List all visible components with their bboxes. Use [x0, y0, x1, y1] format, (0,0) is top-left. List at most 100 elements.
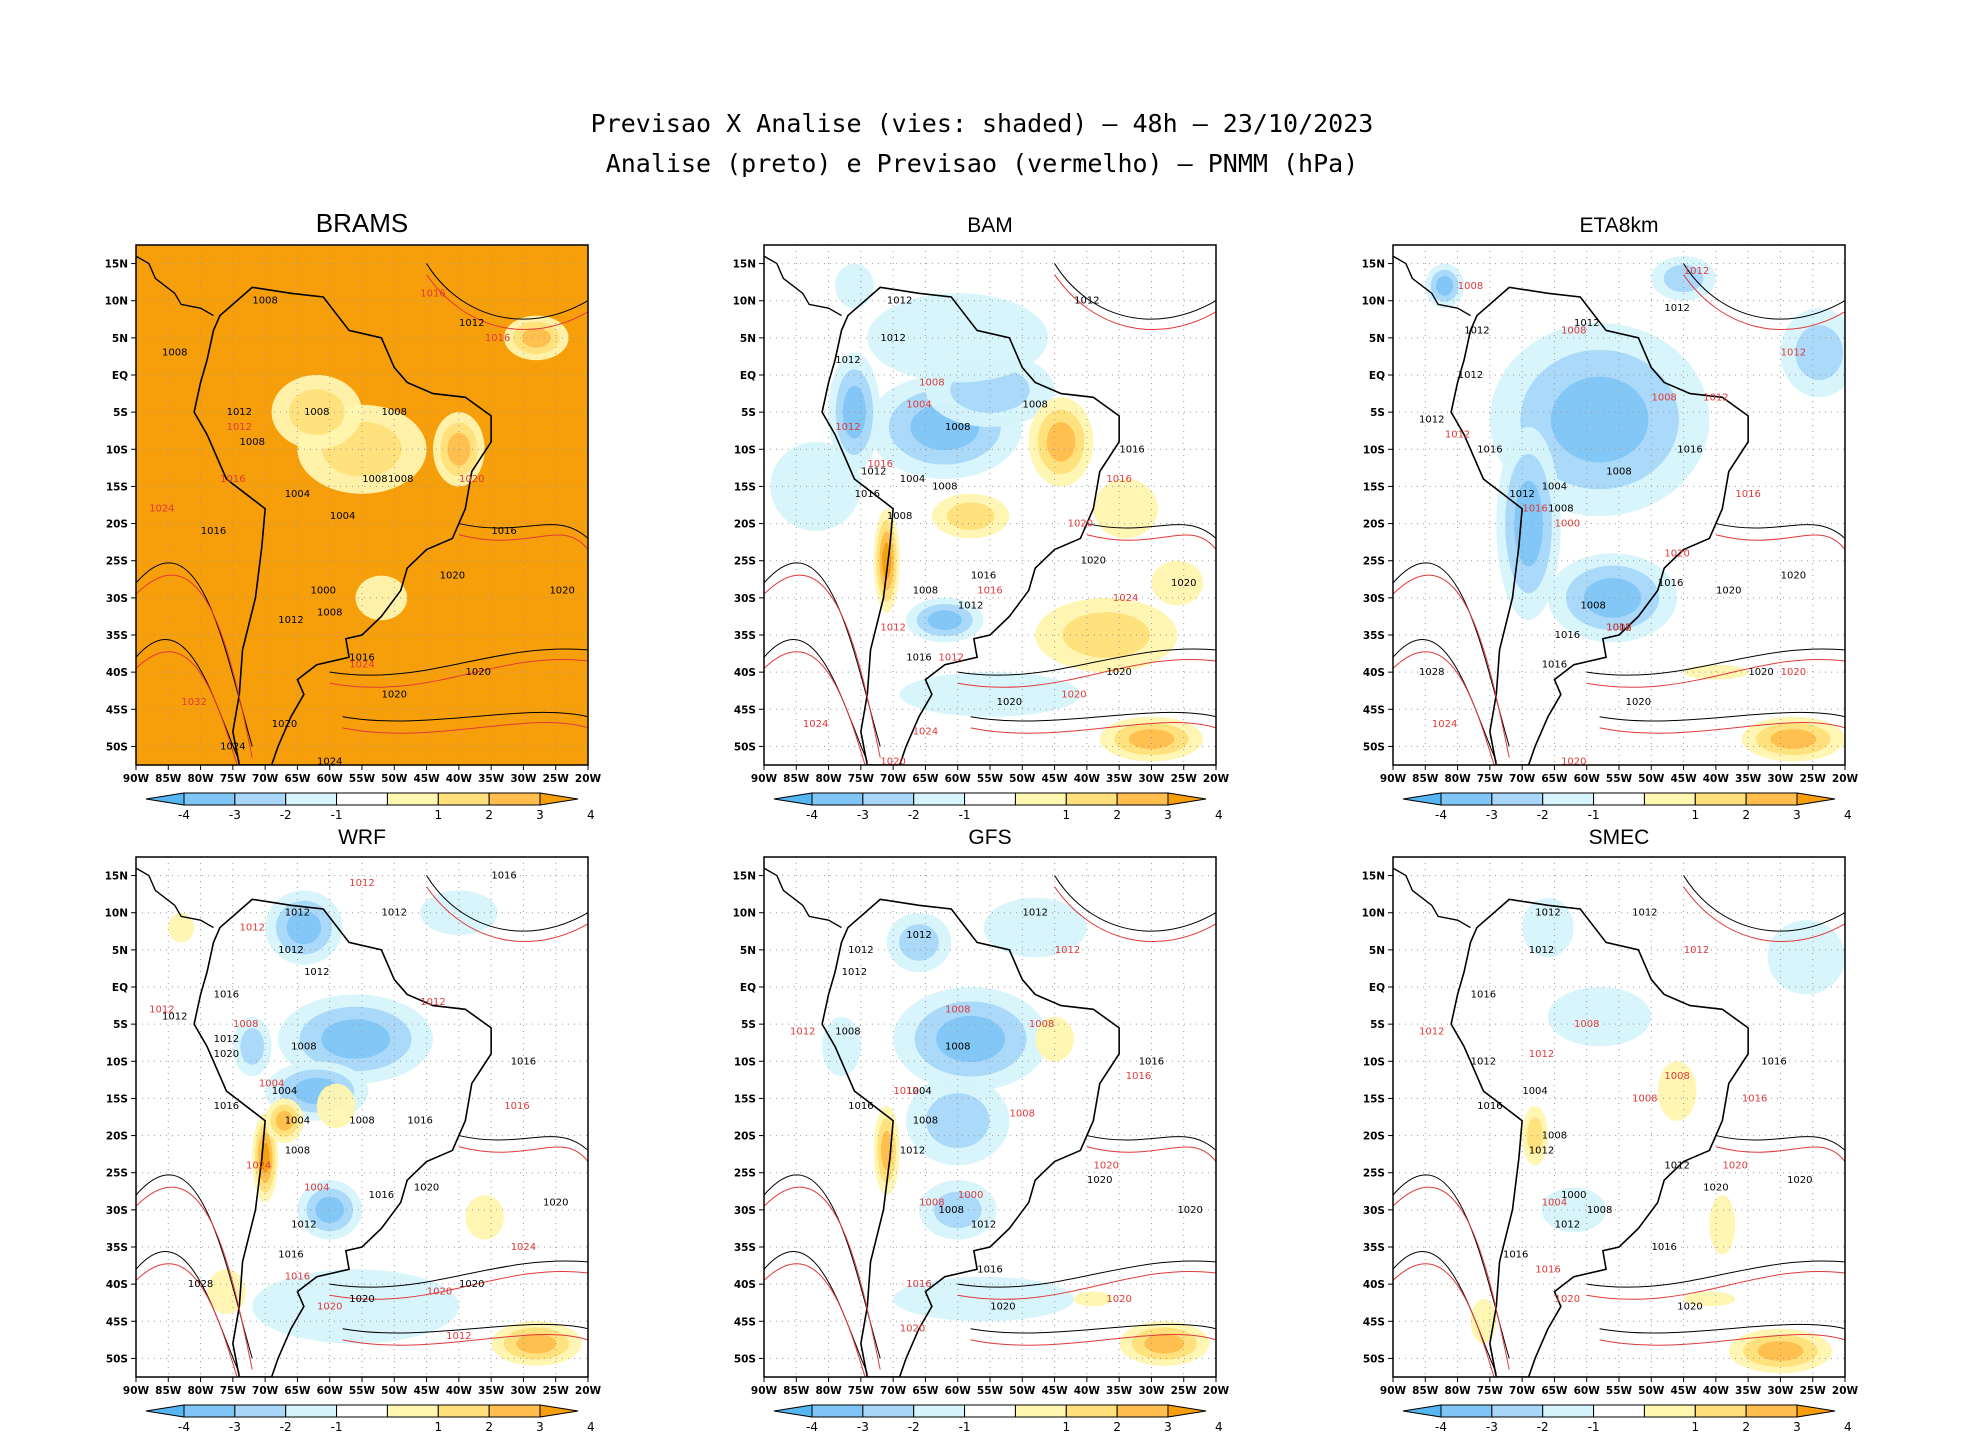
bias-region: [168, 912, 195, 943]
forecast-label: 1008: [1651, 392, 1676, 403]
analysis-label: 1008: [945, 422, 970, 433]
analysis-isobar: [342, 711, 588, 722]
y-tick-label: 5N: [740, 945, 756, 957]
forecast-label: 1020: [1068, 519, 1093, 530]
colorbar-tick-label: -4: [806, 808, 818, 822]
analysis-label: 1016: [1677, 444, 1702, 455]
colorbar-tick-label: 2: [1113, 808, 1121, 822]
colorbar-bin: [1440, 792, 1493, 806]
bias-region: [465, 1195, 505, 1240]
y-tick-label: 35S: [1363, 630, 1385, 642]
colorbar-tick-label: 2: [485, 1420, 493, 1434]
colorbar-bin: [913, 1404, 966, 1418]
analysis-label: 1008: [382, 407, 407, 418]
x-tick-label: 20W: [1832, 773, 1859, 785]
bias-region: [1757, 1341, 1804, 1361]
x-tick-label: 25W: [1800, 1385, 1827, 1397]
analysis-label: 1000: [1561, 1190, 1586, 1201]
forecast-label: 1004: [906, 400, 931, 411]
bias-region: [1514, 480, 1543, 567]
colorbar-end-high: [1167, 792, 1207, 806]
colorbar-bin: [336, 792, 388, 806]
bias-region: [1436, 275, 1454, 296]
colorbar-end-high: [1796, 1404, 1836, 1418]
analysis-label: 1012: [1509, 489, 1534, 500]
forecast-label: 1012: [1529, 1049, 1554, 1060]
analysis-isobar: [970, 1323, 1216, 1334]
colorbar-bin: [1694, 1404, 1747, 1418]
analysis-isobar: [342, 1323, 588, 1334]
forecast-isobar: [957, 658, 1216, 688]
x-tick-label: 30W: [1767, 773, 1794, 785]
bias-region: [983, 897, 1087, 958]
analysis-label: 1012: [1464, 325, 1489, 336]
coastline: [1450, 286, 1749, 765]
y-tick-label: 5S: [113, 1019, 128, 1031]
colorbar-bin: [1491, 792, 1544, 806]
forecast-label: 1012: [240, 923, 265, 934]
x-tick-label: 90W: [1380, 1385, 1407, 1397]
analysis-label: 1004: [1542, 481, 1567, 492]
bias-region: [286, 911, 322, 945]
bias-region: [355, 575, 408, 621]
forecast-isobar: [458, 534, 588, 550]
forecast-isobar: [1054, 274, 1216, 330]
colorbar-bin: [811, 792, 864, 806]
colorbar-bin: [336, 1404, 388, 1418]
analysis-label: 1016: [1651, 1242, 1676, 1253]
analysis-label: 1012: [1471, 1056, 1496, 1067]
x-tick-label: 90W: [751, 773, 778, 785]
analysis-label: 1012: [162, 1012, 187, 1023]
analysis-label: 1012: [1664, 303, 1689, 314]
analysis-label: 1028: [1419, 667, 1444, 678]
forecast-isobar: [957, 1270, 1216, 1300]
y-tick-label: 45S: [106, 704, 128, 716]
x-tick-label: 50W: [1638, 1385, 1665, 1397]
x-tick-label: 50W: [1009, 1385, 1036, 1397]
map-area: 1012101210121012101210161004101210081008…: [1393, 245, 1845, 765]
x-tick-label: 80W: [1444, 773, 1471, 785]
x-tick-label: 25W: [543, 773, 570, 785]
y-tick-label: 15S: [734, 1093, 756, 1105]
analysis-label: 1012: [906, 930, 931, 941]
y-tick-label: 50S: [106, 1353, 128, 1365]
x-tick-label: 30W: [510, 1385, 537, 1397]
x-tick-label: 70W: [252, 773, 279, 785]
x-tick-label: 85W: [155, 773, 182, 785]
colorbar-tick-label: -1: [331, 1420, 343, 1434]
analysis-label: 1016: [906, 652, 931, 663]
x-tick-label: 75W: [1477, 773, 1504, 785]
analysis-label: 1016: [1555, 630, 1580, 641]
x-tick-label: 40W: [1703, 773, 1730, 785]
analysis-label: 1020: [1177, 1205, 1202, 1216]
analysis-label: 1016: [1471, 989, 1496, 1000]
y-tick-label: 20S: [106, 519, 128, 531]
analysis-label: 1012: [1529, 1145, 1554, 1156]
colorbar-bin: [183, 792, 236, 806]
analysis-label: 1012: [278, 945, 303, 956]
analysis-label: 1016: [1477, 444, 1502, 455]
colorbar-tick-label: 4: [587, 808, 595, 822]
panel-title: BRAMS: [316, 208, 408, 238]
forecast-label: 1016: [868, 459, 893, 470]
analysis-label: 1020: [543, 1197, 568, 1208]
analysis-label: 1012: [382, 908, 407, 919]
x-tick-label: 55W: [349, 773, 376, 785]
analysis-label: 1008: [362, 474, 387, 485]
y-tick-label: 20S: [734, 1131, 756, 1143]
colorbar-bin: [1745, 792, 1798, 806]
bias-region: [1683, 1291, 1736, 1307]
forecast-isobar: [136, 1263, 238, 1377]
x-tick-label: 75W: [1477, 1385, 1504, 1397]
colorbar: -4 -3 -2 -1 1 2 3 4: [1402, 1404, 1852, 1434]
y-tick-label: 15S: [106, 481, 128, 493]
analysis-label: 1020: [1081, 556, 1106, 567]
colorbar-bin: [1593, 1404, 1645, 1418]
analysis-label: 1016: [971, 571, 996, 582]
y-tick-label: 5S: [1370, 1019, 1385, 1031]
y-tick-label: 30S: [734, 593, 756, 605]
forecast-isobar: [1393, 651, 1495, 765]
x-tick-label: 35W: [1735, 773, 1762, 785]
analysis-label: 1012: [285, 908, 310, 919]
x-tick-label: 65W: [1541, 1385, 1568, 1397]
